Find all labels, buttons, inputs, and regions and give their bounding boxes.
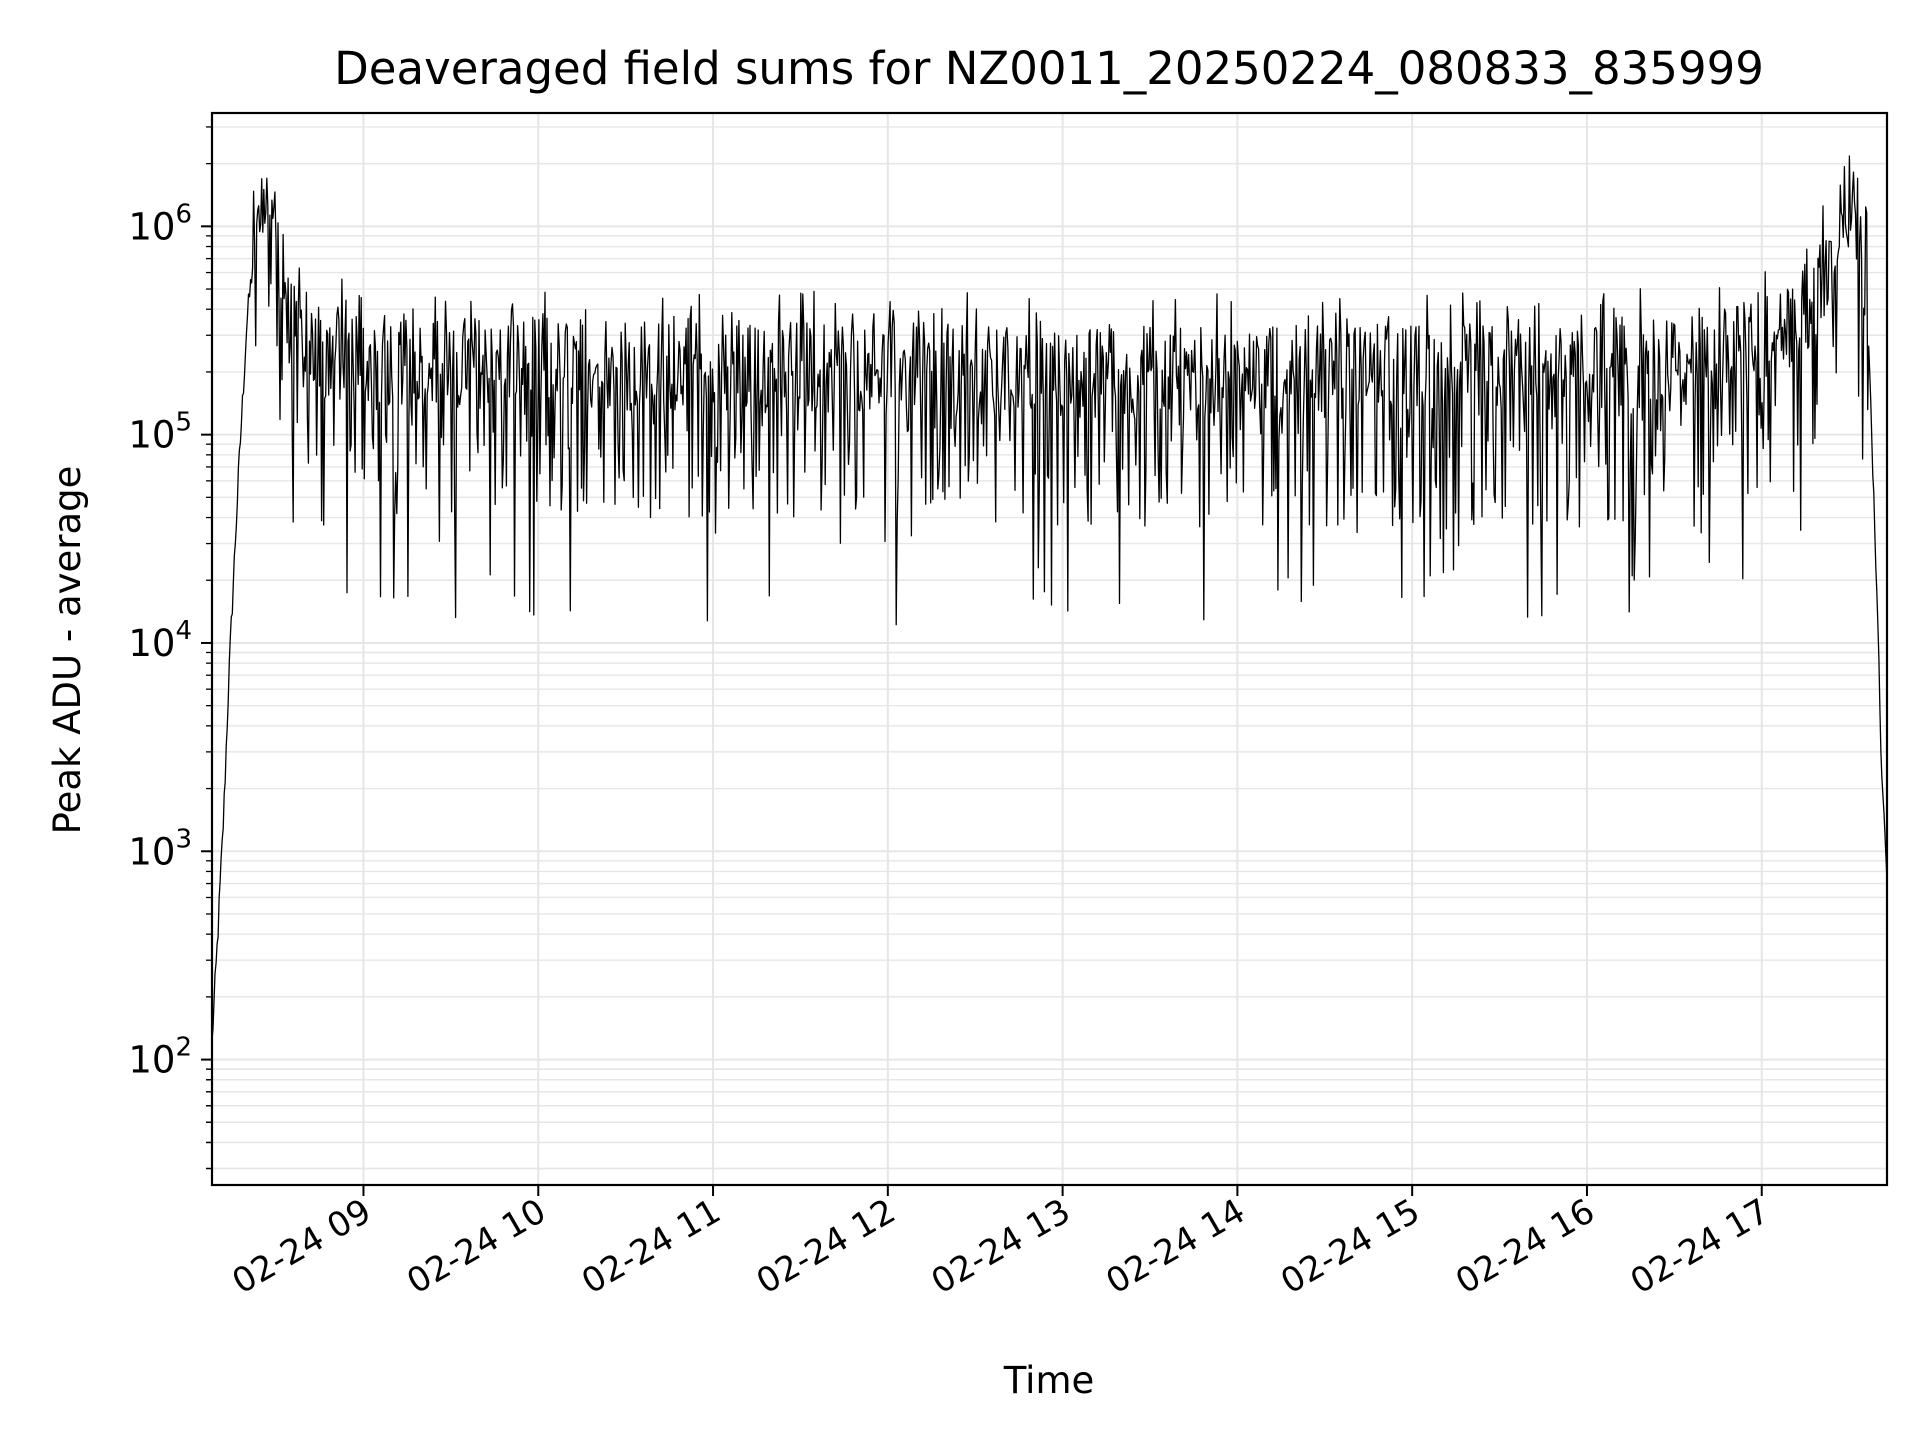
y-tick-label: 105	[128, 408, 192, 457]
major-gridlines	[212, 113, 1887, 1185]
x-axis-label: Time	[1003, 1359, 1095, 1402]
y-axis: 102 103 104 105 106	[128, 126, 212, 1170]
y-tick-label: 102	[128, 1033, 192, 1082]
plot-frame	[210, 111, 1889, 1187]
series-line	[211, 155, 1888, 1040]
chart-title: Deaveraged field sums for NZ0011_2025022…	[334, 42, 1764, 95]
y-tick-label: 103	[128, 824, 192, 873]
y-tick-label: 106	[128, 199, 192, 248]
series-layer	[211, 155, 1888, 1040]
minor-gridlines	[212, 126, 1887, 1170]
y-tick-label: 104	[128, 616, 192, 665]
y-axis-label: Peak ADU - average	[46, 466, 89, 835]
